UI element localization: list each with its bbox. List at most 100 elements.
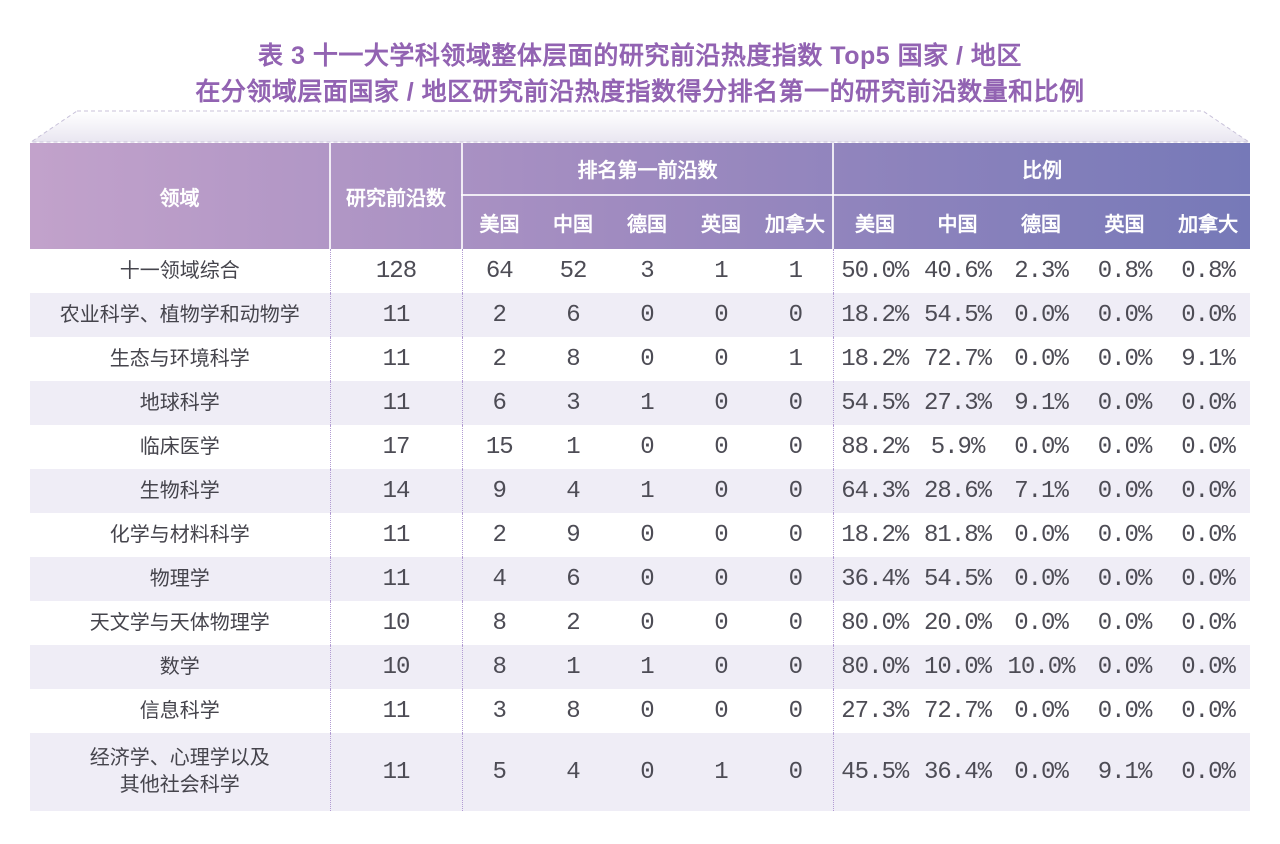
field-cell: 信息科学 bbox=[30, 689, 331, 733]
ratio-cell: 18.2% bbox=[841, 301, 909, 329]
ratio-cell: 18.2% bbox=[841, 521, 909, 549]
rank-first-count-cell: 0 bbox=[758, 733, 834, 811]
ratio-cell: 0.0% bbox=[1014, 609, 1069, 637]
field-cell: 物理学 bbox=[30, 557, 331, 601]
ratio-cell: 40.6% bbox=[924, 257, 992, 285]
ratio-cell: 10.0% bbox=[1007, 653, 1076, 681]
ratio-cell: 72.7% bbox=[924, 345, 992, 373]
table-row: 信息科学 11 3 8 0 0 0 27.3% 72.7% 0.0% 0.0% 0.0% bbox=[30, 689, 1251, 733]
ratio-cell: 0.0% bbox=[1097, 653, 1153, 681]
ratio-cell: 0.0% bbox=[1181, 758, 1236, 786]
rank-first-count-cell: 1 bbox=[566, 433, 580, 461]
rank-first-count-cell: 0 bbox=[640, 521, 654, 549]
table-row: 生态与环境科学 11 2 8 0 0 1 18.2% 72.7% 0.0% 0.0% 9.1% bbox=[30, 337, 1251, 381]
ratio-cell: 36.4% bbox=[924, 758, 992, 786]
ratio-cell: 0.0% bbox=[1181, 697, 1236, 725]
rank-first-count-cell: 8 bbox=[492, 653, 507, 681]
rank-first-count-cell: 8 bbox=[566, 697, 580, 725]
ratio-cell: 64.3% bbox=[841, 477, 909, 505]
rank-first-count-cell: 6 bbox=[566, 301, 580, 329]
total-fronts-cell: 11 bbox=[330, 513, 463, 557]
table-top-bevel-decoration bbox=[30, 110, 1250, 143]
table-row: 化学与材料科学 11 2 9 0 0 0 18.2% 81.8% 0.0% 0.0% 0.0% bbox=[30, 513, 1251, 557]
rank-first-count-cell: 2 bbox=[566, 609, 580, 637]
table-row: 生物科学 14 9 4 1 0 0 64.3% 28.6% 7.1% 0.0% 0.0% bbox=[30, 469, 1251, 513]
table-title-line2: 在分领域层面国家 / 地区研究前沿热度指数得分排名第一的研究前沿数量和比例 bbox=[195, 78, 1085, 106]
ratio-cell: 0.0% bbox=[1097, 301, 1153, 329]
ratio-cell: 0.0% bbox=[1097, 609, 1153, 637]
header-country-counts-3: 英国 bbox=[701, 214, 741, 236]
rank-first-count-cell: 6 bbox=[566, 565, 580, 593]
rank-first-count-cell: 0 bbox=[758, 425, 834, 469]
ratio-cell: 0.8% bbox=[1097, 257, 1153, 285]
ratio-cell: 9.1% bbox=[1014, 389, 1069, 417]
table-row: 地球科学 11 6 3 1 0 0 54.5% 27.3% 9.1% 0.0% 0.0% bbox=[30, 381, 1251, 425]
header-country-counts-2: 德国 bbox=[627, 214, 667, 236]
ratio-cell: 54.5% bbox=[841, 389, 909, 417]
research-fronts-table: 领域 研究前沿数 排名第一前沿数 比例 美国 中国 德国 英国 加拿大 美国 中国 德国 英国加… bbox=[30, 143, 1251, 811]
rank-first-count-cell: 52 bbox=[559, 257, 588, 285]
ratio-cell: 45.5% bbox=[841, 758, 909, 786]
rank-first-count-cell: 0 bbox=[714, 521, 728, 549]
total-fronts-cell: 128 bbox=[330, 249, 463, 293]
rank-first-count-cell: 0 bbox=[714, 609, 728, 637]
rank-first-count-cell: 0 bbox=[758, 381, 834, 425]
ratio-cell: 0.0% bbox=[1181, 433, 1236, 461]
rank-first-count-cell: 1 bbox=[566, 653, 580, 681]
rank-first-count-cell: 0 bbox=[640, 433, 654, 461]
field-cell: 化学与材料科学 bbox=[30, 513, 331, 557]
rank-first-count-cell: 0 bbox=[640, 697, 654, 725]
rank-first-count-cell: 0 bbox=[714, 477, 728, 505]
ratio-cell: 7.1% bbox=[1014, 477, 1069, 505]
rank-first-count-cell: 0 bbox=[714, 565, 728, 593]
ratio-cell: 0.0% bbox=[1014, 345, 1069, 373]
table-row: 数学 10 8 1 1 0 0 80.0% 10.0% 10.0% 0.0% 0.0% bbox=[30, 645, 1251, 689]
rank-first-count-cell: 0 bbox=[758, 293, 834, 337]
rank-first-count-cell: 0 bbox=[758, 689, 834, 733]
field-cell: 临床医学 bbox=[30, 425, 331, 469]
header-country-counts-0: 美国 bbox=[479, 214, 520, 236]
rank-first-count-cell: 0 bbox=[640, 758, 654, 786]
ratio-cell: 27.3% bbox=[924, 389, 992, 417]
ratio-cell: 10.0% bbox=[924, 653, 992, 681]
ratio-cell: 28.6% bbox=[924, 477, 992, 505]
ratio-cell: 54.5% bbox=[924, 301, 992, 329]
header-country-ratios-2: 德国 bbox=[1021, 214, 1062, 236]
header-group-row: 领域 研究前沿数 排名第一前沿数 比例 bbox=[30, 143, 1251, 249]
rank-first-count-cell: 6 bbox=[492, 389, 507, 417]
rank-first-count-cell: 2 bbox=[492, 345, 507, 373]
rank-first-count-cell: 2 bbox=[492, 301, 507, 329]
rank-first-count-cell: 8 bbox=[566, 345, 580, 373]
ratio-cell: 18.2% bbox=[841, 345, 909, 373]
table-title-line1: 表 3 十一大学科领域整体层面的研究前沿热度指数 Top5 国家 / 地区 bbox=[258, 42, 1022, 70]
table-title: 表 3 十一大学科领域整体层面的研究前沿热度指数 Top5 国家 / 地区 在分… bbox=[0, 0, 1280, 110]
ratio-cell: 0.0% bbox=[1181, 609, 1236, 637]
ratio-cell: 36.4% bbox=[841, 565, 909, 593]
table-area: 领域 研究前沿数 排名第一前沿数 比例 美国 中国 德国 英国 加拿大 美国 中国 德国 英国加… bbox=[30, 110, 1251, 811]
rank-first-count-cell: 0 bbox=[714, 389, 728, 417]
total-fronts-cell: 14 bbox=[330, 469, 463, 513]
field-cell: 数学 bbox=[30, 645, 331, 689]
ratio-cell: 0.0% bbox=[1097, 521, 1153, 549]
rank-first-count-cell: 0 bbox=[640, 301, 654, 329]
table-row: 经济学、心理学以及 其他社会科学 11 5 4 0 1 0 45.5% 36.4% 0.0% 9.1… bbox=[30, 733, 1251, 811]
table-row: 十一领域综合 128 64 52 3 1 1 50.0% 40.6% 2.3% 0.8% 0.8% bbox=[30, 249, 1251, 293]
rank-first-count-cell: 0 bbox=[714, 653, 728, 681]
rank-first-count-cell: 0 bbox=[714, 301, 728, 329]
ratio-cell: 81.8% bbox=[924, 521, 992, 549]
header-country-ratios-3: 英国 bbox=[1104, 214, 1145, 236]
ratio-cell: 0.0% bbox=[1014, 758, 1069, 786]
ratio-cell: 0.0% bbox=[1181, 301, 1236, 329]
total-fronts-cell: 10 bbox=[330, 645, 463, 689]
ratio-cell: 88.2% bbox=[841, 433, 909, 461]
ratio-cell: 0.0% bbox=[1014, 697, 1069, 725]
total-fronts-cell: 11 bbox=[330, 293, 463, 337]
header-total: 研究前沿数 bbox=[330, 143, 463, 249]
rank-first-count-cell: 1 bbox=[714, 257, 728, 285]
rank-first-count-cell: 64 bbox=[485, 257, 514, 285]
rank-first-count-cell: 1 bbox=[714, 758, 728, 786]
ratio-cell: 80.0% bbox=[841, 653, 909, 681]
ratio-cell: 9.1% bbox=[1181, 345, 1236, 373]
rank-first-count-cell: 3 bbox=[566, 389, 580, 417]
rank-first-count-cell: 4 bbox=[492, 565, 507, 593]
